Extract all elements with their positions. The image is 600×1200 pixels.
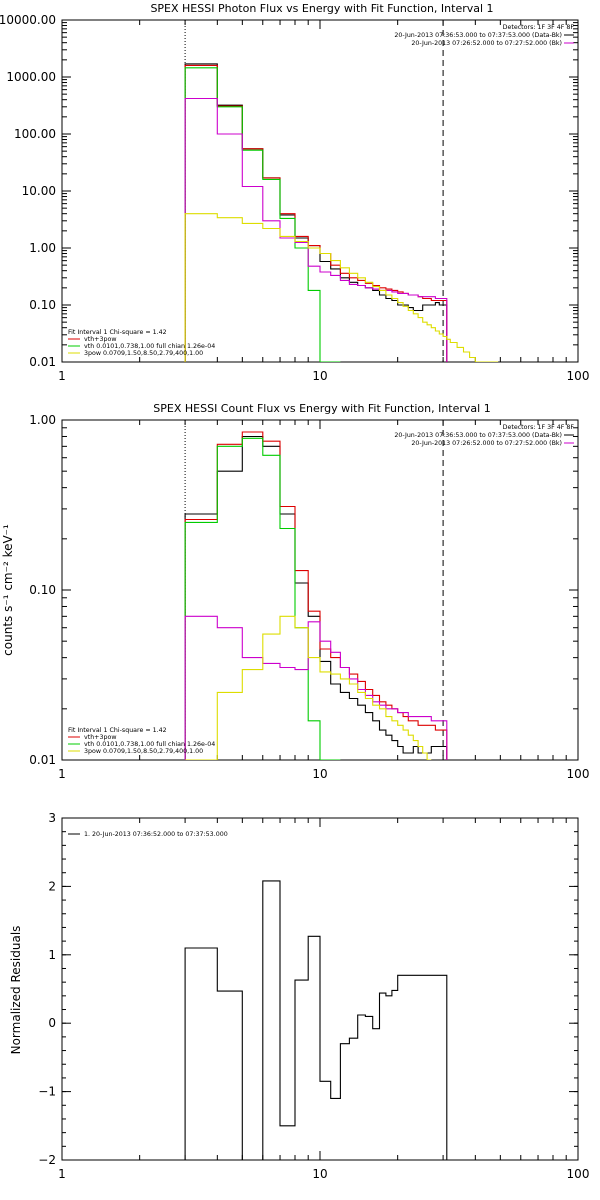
legend-right-entry: 20-Jun-2013 07:26:52.000 to 07:27:52.000… [411, 40, 562, 47]
y-tick-label: 0.10 [29, 583, 56, 597]
legend-left-entry: 1. 20-Jun-2013 07:36:52.000 to 07:37:53.… [84, 831, 228, 838]
x-tick-label: 1 [58, 767, 66, 781]
legend-left-entry: vth+3pow [84, 336, 116, 343]
series-line-1 [184, 64, 448, 362]
legend-left-entry: vth 0.0101,0.738,1.00 full chian 1.26e-0… [84, 741, 215, 748]
y-tick-label: 10000.00 [0, 13, 56, 27]
y-tick-label: 1 [48, 948, 56, 962]
series-group [184, 63, 499, 362]
series-group [184, 431, 448, 760]
count-flux-title: SPEX HESSI Count Flux vs Energy with Fit… [153, 402, 490, 415]
y-tick-label: 1.00 [29, 241, 56, 255]
y-tick-label: −2 [38, 1153, 56, 1167]
fit-interval-label: Fit Interval 1 Chi-square = 1.42 [68, 727, 167, 734]
x-tick-label: 10 [312, 1167, 327, 1181]
detectors-label: Detectors: 1F 3F 4F 8F [503, 424, 575, 431]
series-line-0 [184, 63, 448, 362]
series-line-4 [184, 213, 499, 362]
x-tick-label: 100 [567, 369, 590, 383]
x-tick-label: 1 [58, 369, 66, 383]
y-tick-label: 10.00 [22, 184, 56, 198]
residuals-y-label: Normalized Residuals [9, 926, 23, 1055]
x-tick-label: 1 [58, 1167, 66, 1181]
legend-left-entry: vth 0.0101,0.738,1.00 full chian 1.26e-0… [84, 343, 215, 350]
legend-left-entry: 3pow 0.0709,1.50,8.50,2.79,400,1.00 [84, 748, 203, 755]
series-line-3 [184, 615, 448, 760]
series-group [184, 880, 448, 1160]
y-tick-label: 0.01 [29, 753, 56, 767]
photon-flux-title: SPEX HESSI Photon Flux vs Energy with Fi… [150, 2, 493, 15]
y-tick-label: 1000.00 [6, 70, 56, 84]
x-tick-label: 10 [312, 369, 327, 383]
series-line-4 [185, 615, 432, 760]
count-flux-panel: SPEX HESSI Count Flux vs Energy with Fit… [1, 402, 589, 781]
photon-flux-panel: SPEX HESSI Photon Flux vs Energy with Fi… [0, 2, 589, 383]
y-tick-label: 0.10 [29, 298, 56, 312]
y-tick-label: 3 [48, 811, 56, 825]
legend-right-entry: 20-Jun-2013 07:26:52.000 to 07:27:52.000… [411, 440, 562, 447]
count-flux-y-label: counts s⁻¹ cm⁻² keV⁻¹ [1, 524, 15, 656]
series-line-2 [184, 437, 341, 760]
legend-right-entry: 20-Jun-2013 07:36:53.000 to 07:37:53.000… [394, 432, 562, 439]
y-tick-label: 2 [48, 879, 56, 893]
detectors-label: Detectors: 1F 3F 4F 8F [503, 24, 575, 31]
series-line-0 [184, 880, 448, 1160]
fit-interval-label: Fit Interval 1 Chi-square = 1.42 [68, 329, 167, 336]
y-tick-label: 100.00 [14, 127, 56, 141]
series-line-0 [184, 435, 448, 760]
legend-left-entry: vth+3pow [84, 734, 116, 741]
y-tick-label: 1.00 [29, 413, 56, 427]
series-line-3 [184, 97, 448, 362]
legend-right-entry: 20-Jun-2013 07:36:53.000 to 07:37:53.000… [394, 32, 562, 39]
plot-frame [61, 419, 579, 761]
y-tick-label: 0.01 [29, 355, 56, 369]
legend-left-entry: 3pow 0.0709,1.50,8.50,2.79,400,1.00 [84, 350, 203, 357]
y-tick-label: 0 [48, 1016, 56, 1030]
x-tick-label: 100 [567, 1167, 590, 1181]
x-tick-label: 100 [567, 767, 590, 781]
y-tick-label: −1 [38, 1085, 56, 1099]
series-line-1 [184, 431, 448, 760]
x-tick-label: 10 [312, 767, 327, 781]
